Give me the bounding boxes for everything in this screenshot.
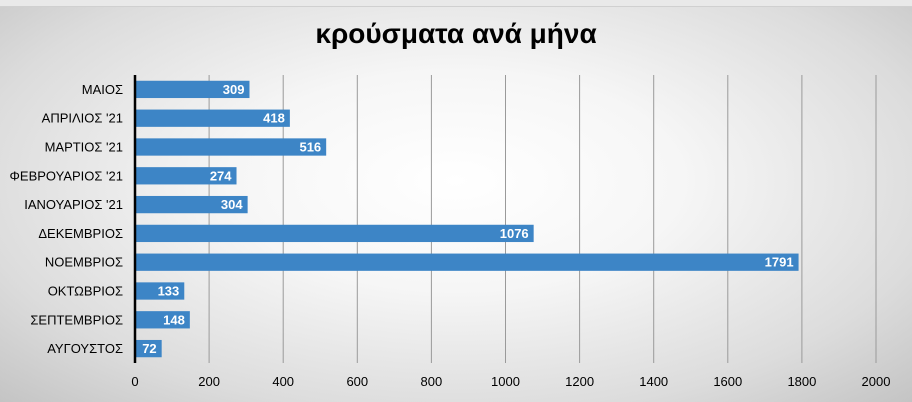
x-tick-label: 400: [272, 374, 294, 389]
data-label: 133: [158, 284, 180, 299]
x-tick-label: 0: [131, 374, 138, 389]
category-label: ΔΕΚΕΜΒΡΙΟΣ: [38, 226, 123, 241]
data-label: 516: [299, 140, 321, 155]
data-label: 1076: [500, 226, 529, 241]
bar: [135, 195, 248, 214]
data-label: 304: [221, 197, 243, 212]
bar: [135, 311, 190, 329]
x-tick-label: 2000: [862, 374, 891, 389]
chart-title: κρούσματα ανά μήνα: [315, 18, 597, 49]
category-label: ΦΕΒΡΟΥΑΡΙΟΣ '21: [10, 168, 123, 183]
bar: [135, 80, 250, 99]
x-tick-label: 1200: [565, 374, 594, 389]
category-label: ΑΠΡΙΛΙΟΣ '21: [42, 111, 123, 126]
category-label: ΑΥΓΟΥΣΤΟΣ: [47, 341, 123, 356]
bar: [135, 109, 290, 127]
x-tick-label: 200: [198, 374, 220, 389]
data-label: 1791: [765, 255, 794, 270]
category-label: ΙΑΝΟΥΑΡΙΟΣ '21: [24, 197, 123, 212]
bar: [135, 138, 327, 156]
x-tick-label: 600: [346, 374, 368, 389]
x-tick-label: 1000: [491, 374, 520, 389]
data-label: 72: [142, 341, 156, 356]
bar: [135, 282, 185, 300]
category-label: ΣΕΠΤΕΜΒΡΙΟΣ: [30, 312, 123, 327]
bar: [135, 339, 162, 358]
data-label: 309: [223, 82, 245, 97]
category-label: ΝΟΕΜΒΡΙΟΣ: [45, 255, 123, 270]
category-label: ΜΑΡΤΙΟΣ '21: [45, 140, 123, 155]
data-label: 418: [263, 111, 285, 126]
data-label: 274: [210, 168, 232, 183]
x-tick-label: 1400: [639, 374, 668, 389]
category-label: ΟΚΤΩΒΡΙΟΣ: [48, 284, 123, 299]
bar: [135, 253, 799, 271]
bar: [135, 224, 534, 243]
x-tick-label: 1800: [787, 374, 816, 389]
x-tick-label: 1600: [713, 374, 742, 389]
top-strip: [0, 0, 912, 7]
bar: [135, 167, 237, 185]
category-label: ΜΑΙΟΣ: [82, 82, 123, 97]
data-label: 148: [163, 312, 185, 327]
x-tick-label: 800: [421, 374, 443, 389]
